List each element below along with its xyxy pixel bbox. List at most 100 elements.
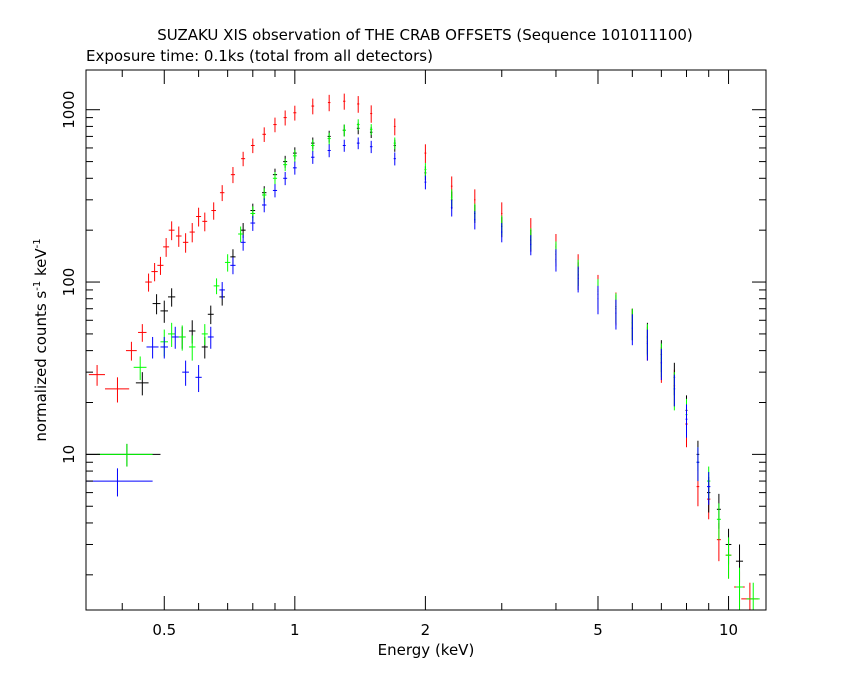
- data-point: [182, 233, 189, 253]
- data-point: [424, 144, 427, 164]
- data-point: [369, 140, 373, 154]
- x-tick-label: 2: [421, 621, 431, 639]
- data-point: [250, 215, 256, 231]
- data-point: [160, 336, 168, 359]
- data-point: [283, 172, 288, 186]
- data-point: [393, 118, 396, 136]
- data-point: [292, 161, 297, 175]
- data-point: [241, 151, 246, 167]
- data-point: [393, 152, 396, 166]
- data-point: [746, 582, 760, 610]
- data-point: [133, 356, 147, 381]
- data-point: [262, 127, 266, 142]
- data-point: [283, 158, 288, 172]
- series-1: [86, 122, 744, 583]
- data-point: [555, 249, 557, 272]
- data-point: [163, 238, 170, 257]
- data-point: [660, 348, 663, 381]
- data-point: [219, 282, 225, 299]
- data-point: [424, 163, 427, 177]
- data-point: [86, 468, 153, 497]
- data-point: [135, 372, 149, 396]
- data-point: [450, 199, 453, 217]
- data-point: [211, 202, 216, 220]
- series-2: [97, 119, 760, 610]
- chart-title: SUZAKU XIS observation of THE CRAB OFFSE…: [157, 26, 693, 44]
- data-point: [152, 294, 161, 315]
- y-axis-label-sup2: -1: [32, 238, 43, 248]
- data-point: [311, 98, 315, 115]
- data-point: [138, 324, 147, 342]
- data-point: [171, 326, 179, 349]
- y-tick-label: 1000: [60, 91, 78, 129]
- y-axis-label-main: normalized counts s: [32, 291, 50, 442]
- data-point: [182, 360, 189, 386]
- data-point: [293, 105, 297, 121]
- data-point: [292, 149, 297, 163]
- data-point: [369, 124, 373, 135]
- chart-subtitle: Exposure time: 0.1ks (total from all det…: [86, 47, 433, 65]
- data-point: [125, 341, 137, 361]
- x-tick-label: 0.5: [152, 621, 176, 639]
- y-axis-label-mid: keV: [32, 248, 50, 281]
- data-point: [343, 93, 346, 110]
- series-0: [88, 93, 759, 610]
- data-point: [707, 472, 711, 505]
- data-point: [615, 299, 617, 330]
- data-point: [202, 212, 208, 232]
- data-point: [577, 266, 579, 293]
- data-point: [393, 137, 396, 150]
- data-point: [240, 234, 246, 251]
- data-point: [283, 110, 287, 126]
- data-point: [311, 151, 315, 164]
- data-point: [175, 226, 182, 247]
- tick-layer: 0.5 1 2 5 10 10 100 1000: [60, 70, 766, 639]
- data-point: [178, 325, 186, 351]
- data-point: [213, 278, 220, 295]
- data-point: [230, 257, 236, 275]
- data-point: [261, 198, 267, 213]
- data-point: [188, 335, 196, 361]
- data-point: [735, 567, 744, 610]
- data-point: [196, 207, 202, 227]
- data-point: [167, 288, 176, 307]
- data-point: [530, 235, 532, 256]
- x-axis-label: Energy (keV): [378, 641, 475, 659]
- data-point: [219, 185, 225, 202]
- data-point: [272, 184, 278, 198]
- data-point: [88, 365, 105, 386]
- data-point: [327, 132, 331, 145]
- data-point: [696, 447, 700, 482]
- data-point: [356, 119, 360, 131]
- x-tick-label: 5: [593, 621, 603, 639]
- data-point: [342, 124, 346, 137]
- x-tick-label: 10: [719, 621, 738, 639]
- data-point: [646, 329, 648, 361]
- data-point: [201, 324, 208, 346]
- data-point: [631, 314, 633, 346]
- data-point: [370, 105, 373, 123]
- data-point: [327, 94, 331, 112]
- data-point: [168, 221, 175, 241]
- y-axis-label-sup1: -1: [32, 281, 43, 291]
- data-point: [104, 377, 130, 403]
- data-point: [224, 254, 231, 272]
- data-point: [342, 139, 346, 152]
- data-point: [230, 167, 236, 184]
- data-point: [167, 322, 176, 347]
- data-point: [146, 336, 159, 359]
- data-point: [238, 226, 244, 243]
- data-point: [356, 137, 360, 150]
- data-point: [145, 273, 152, 292]
- data-point: [189, 223, 195, 243]
- data-point: [160, 300, 168, 323]
- plot-frame: [85, 69, 767, 611]
- data-point: [685, 404, 688, 438]
- series-3: [86, 137, 711, 505]
- data-point: [97, 443, 153, 467]
- data-point: [207, 326, 214, 349]
- y-axis-label: normalized counts s-1 keV-1: [32, 238, 50, 441]
- data-point: [501, 223, 503, 243]
- x-tick-label: 1: [290, 621, 300, 639]
